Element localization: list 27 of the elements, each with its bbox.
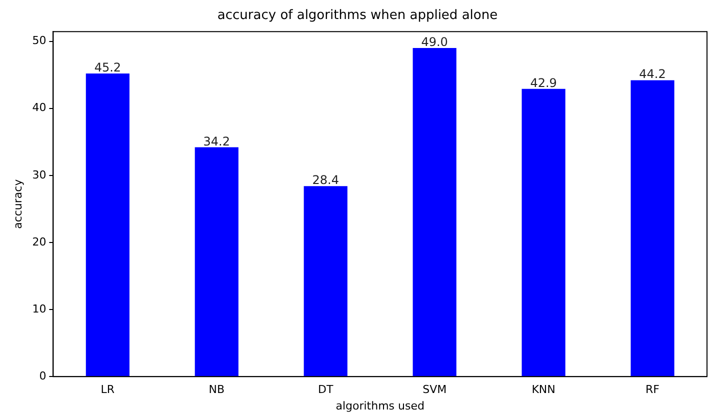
bar <box>304 186 348 376</box>
y-tick-label: 30 <box>32 168 46 182</box>
y-tick-label: 0 <box>39 369 46 382</box>
data-label: 28.4 <box>312 173 339 188</box>
data-label: 49.0 <box>421 35 448 50</box>
data-label: 44.2 <box>639 67 666 82</box>
data-label: 34.2 <box>203 134 230 148</box>
y-tick-label: 10 <box>32 302 46 316</box>
y-axis-title: accuracy <box>11 178 24 229</box>
x-tick-label: RF <box>646 383 660 396</box>
y-tick-label: 20 <box>32 235 46 248</box>
data-label: 42.9 <box>530 76 557 90</box>
y-tick-label: 40 <box>32 101 46 114</box>
chart-title: accuracy of algorithms when applied alone <box>217 8 498 24</box>
bar <box>194 147 238 376</box>
x-tick-label: DT <box>318 383 334 396</box>
bar <box>522 88 566 376</box>
x-tick-label: LR <box>100 383 115 396</box>
x-tick-label: KNN <box>532 383 556 396</box>
x-axis-title: algorithms used <box>336 399 424 412</box>
bar <box>412 48 456 376</box>
data-label: 45.2 <box>94 60 122 75</box>
y-tick-label: 50 <box>32 34 46 48</box>
x-tick-label: SVM <box>422 383 447 396</box>
bar <box>630 80 674 376</box>
bar <box>86 74 130 376</box>
x-tick-label: NB <box>208 383 225 396</box>
